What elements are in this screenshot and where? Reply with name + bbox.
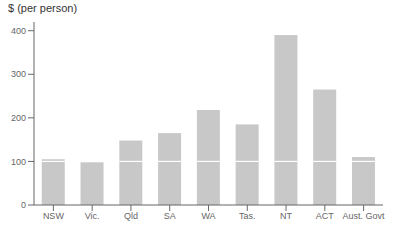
- html-text:$ (per person): $ (per person): [8, 2, 78, 14]
- svg-text:400: 400: [11, 26, 26, 36]
- svg-text:Vic.: Vic.: [85, 211, 100, 221]
- svg-text:300: 300: [11, 69, 26, 79]
- svg-text:NT: NT: [280, 211, 292, 221]
- svg-text:NSW: NSW: [43, 211, 65, 221]
- svg-text:SA: SA: [164, 211, 176, 221]
- svg-text:Aust. Govt: Aust. Govt: [343, 211, 386, 221]
- svg-text:0: 0: [21, 200, 26, 210]
- svg-text:Qld: Qld: [124, 211, 138, 221]
- svg-text:WA: WA: [201, 211, 215, 221]
- svg-text:Tas.: Tas.: [239, 211, 256, 221]
- svg-text:ACT: ACT: [316, 211, 335, 221]
- svg-text:100: 100: [11, 157, 26, 167]
- svg-text:200: 200: [11, 113, 26, 123]
